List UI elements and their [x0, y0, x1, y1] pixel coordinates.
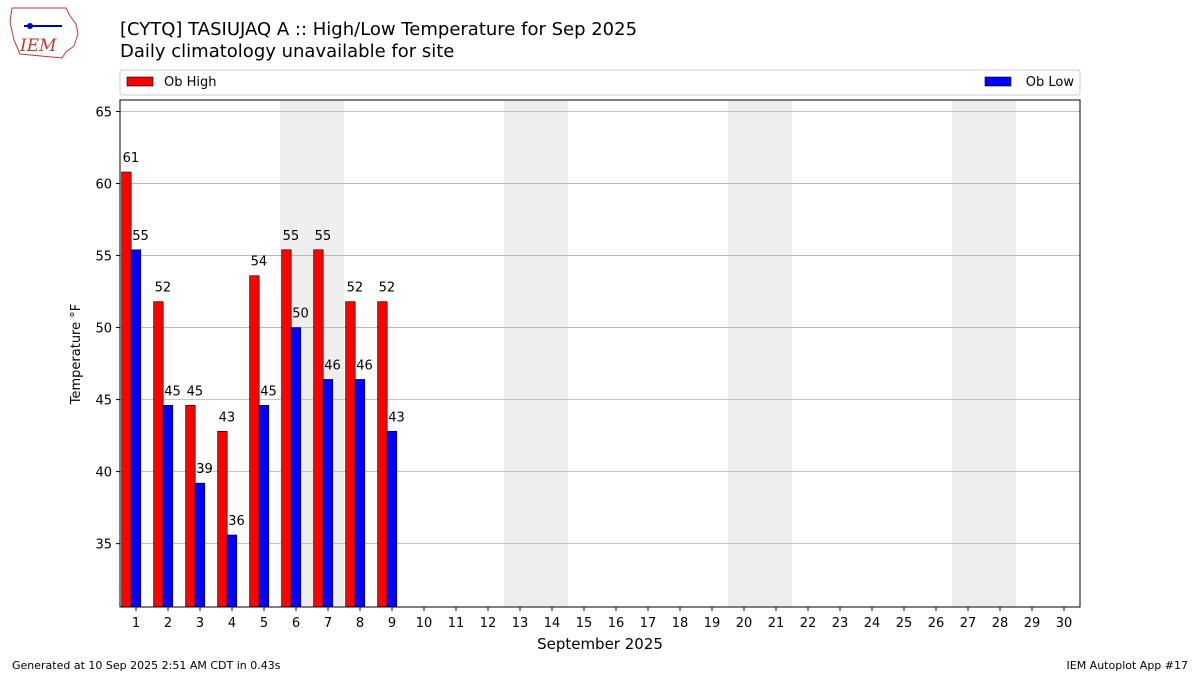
data-label: 61: [123, 151, 140, 166]
x-tick-label: 22: [800, 616, 817, 631]
x-axis-label: September 2025: [537, 635, 663, 653]
x-tick-label: 13: [512, 616, 529, 631]
x-tick-label: 21: [768, 616, 785, 631]
logo: IEM: [9, 7, 79, 59]
x-tick-label: 2: [164, 616, 172, 631]
x-tick-label: 16: [608, 616, 625, 631]
data-label: 55: [315, 229, 332, 244]
data-label: 43: [219, 410, 236, 425]
data-label: 55: [132, 229, 149, 244]
chart-title: [CYTQ] TASIUJAQ A :: High/Low Temperatur…: [120, 19, 637, 40]
data-label: 52: [155, 281, 172, 296]
bar: [185, 405, 196, 608]
shaded-day: [504, 100, 536, 607]
data-label: 45: [187, 384, 204, 399]
plot-frame: [119, 99, 1081, 608]
shaded-day: [760, 100, 792, 607]
data-label: 36: [228, 514, 245, 529]
bar: [249, 275, 260, 608]
x-tick-label: 12: [480, 616, 497, 631]
y-tick-label: 65: [95, 106, 112, 121]
data-label: 45: [260, 384, 277, 399]
legend-label: Ob High: [164, 75, 217, 90]
chart-subtitle: Daily climatology unavailable for site: [120, 41, 454, 62]
bar: [121, 171, 132, 608]
bar: [130, 249, 142, 608]
bar: [290, 327, 302, 608]
x-tick-label: 9: [388, 616, 396, 631]
bar: [377, 301, 388, 608]
x-tick-label: 4: [228, 616, 236, 631]
data-label: 46: [356, 358, 373, 373]
x-tick-label: 26: [928, 616, 945, 631]
shaded-day: [952, 100, 984, 607]
data-label: 50: [292, 307, 309, 322]
legend-label: Ob Low: [1026, 75, 1075, 90]
bar: [153, 301, 164, 608]
x-tick-label: 25: [896, 616, 913, 631]
y-tick-label: 35: [95, 538, 112, 553]
data-label: 39: [196, 462, 213, 477]
data-label: 45: [164, 384, 181, 399]
y-tick-label: 60: [95, 178, 112, 193]
y-tick-label: 50: [95, 322, 112, 337]
bar: [322, 379, 334, 608]
data-label: 52: [379, 281, 396, 296]
data-label: 54: [251, 255, 268, 270]
x-tick-label: 11: [448, 616, 465, 631]
legend-swatch: [984, 76, 1012, 87]
data-label: 43: [388, 410, 405, 425]
shaded-day: [536, 100, 568, 607]
x-tick-label: 10: [416, 616, 433, 631]
legend-item: Ob Low: [984, 75, 1075, 90]
x-tick-label: 6: [292, 616, 300, 631]
x-tick-label: 29: [1024, 616, 1041, 631]
shaded-day: [728, 100, 760, 607]
x-tick-label: 20: [736, 616, 753, 631]
data-label: 52: [347, 281, 364, 296]
data-label: 55: [283, 229, 300, 244]
x-tick-label: 28: [992, 616, 1009, 631]
bar: [345, 301, 356, 608]
x-tick-label: 30: [1056, 616, 1073, 631]
x-tick-label: 27: [960, 616, 977, 631]
legend-item: Ob High: [126, 75, 217, 90]
x-tick-label: 17: [640, 616, 657, 631]
x-tick-label: 23: [832, 616, 849, 631]
x-tick-label: 7: [324, 616, 332, 631]
x-tick-label: 14: [544, 616, 561, 631]
logo-dot: [27, 23, 33, 29]
legend-box: [119, 69, 1081, 96]
bar: [258, 405, 270, 608]
x-tick-label: 5: [260, 616, 268, 631]
data-label: 46: [324, 358, 341, 373]
y-axis-label: Temperature °F: [69, 304, 84, 405]
y-tick-label: 55: [95, 250, 112, 265]
bar: [194, 482, 206, 608]
x-tick-label: 1: [132, 616, 140, 631]
logo-outline: [9, 7, 79, 59]
bar: [354, 379, 366, 608]
y-tick-label: 45: [95, 394, 112, 409]
legend-swatch: [126, 76, 154, 87]
bar: [313, 249, 324, 608]
logo-text: IEM: [19, 36, 57, 56]
bar: [226, 534, 238, 608]
y-tick-label: 40: [95, 466, 112, 481]
x-tick-label: 18: [672, 616, 689, 631]
footer-left: Generated at 10 Sep 2025 2:51 AM CDT in …: [12, 659, 281, 672]
bar: [217, 430, 228, 608]
bar: [281, 249, 292, 608]
bar: [162, 405, 174, 608]
bar: [386, 430, 398, 608]
x-tick-label: 15: [576, 616, 593, 631]
shaded-day: [984, 100, 1016, 607]
x-tick-label: 3: [196, 616, 204, 631]
x-tick-label: 8: [356, 616, 364, 631]
x-tick-label: 19: [704, 616, 721, 631]
x-tick-label: 24: [864, 616, 881, 631]
footer-right: IEM Autoplot App #17: [1067, 659, 1189, 672]
